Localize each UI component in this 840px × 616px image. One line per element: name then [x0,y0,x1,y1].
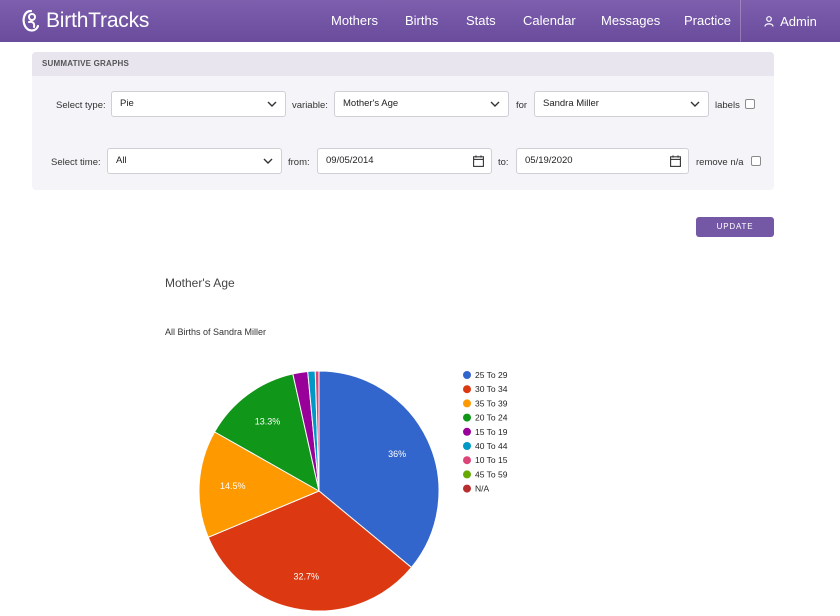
remove-na-label: remove n/a [696,157,744,168]
logo-icon [22,9,40,32]
nav-messages[interactable]: Messages [601,13,661,28]
variable-select-value: Mother's Age [343,98,399,109]
main-nav: Mothers Births Stats Calendar Messages P… [316,0,744,42]
legend-label[interactable]: 25 To 29 [475,370,508,380]
chevron-down-icon [267,101,277,107]
from-label: from: [288,157,310,168]
legend-label[interactable]: 10 To 15 [475,455,508,465]
remove-na-checkbox[interactable] [751,156,761,166]
calendar-icon[interactable] [473,155,484,167]
legend-label[interactable]: 40 To 44 [475,441,508,451]
legend-label[interactable]: 30 To 34 [475,384,508,394]
panel-header: SUMMATIVE GRAPHS [32,52,774,76]
nav-calendar[interactable]: Calendar [523,13,576,28]
legend-label[interactable]: 35 To 39 [475,398,508,408]
chart-title: Mother's Age [165,276,235,290]
legend-swatch [463,427,471,436]
app-logo[interactable]: BirthTracks [20,8,149,34]
logo-text: BirthTracks [46,9,150,32]
chevron-down-icon [263,158,273,164]
from-date-value: 09/05/2014 [326,155,374,166]
pie-slice-30-to-34[interactable] [207,490,413,612]
time-select[interactable]: All [107,148,282,174]
pie-slice-25-to-29[interactable] [318,370,440,569]
nav-mothers[interactable]: Mothers [331,13,378,28]
to-date-input[interactable]: 05/19/2020 [516,148,689,174]
admin-menu[interactable]: Admin [740,0,840,42]
chevron-down-icon [490,101,500,107]
legend-label[interactable]: N/A [475,484,490,494]
nav-stats[interactable]: Stats [466,13,496,28]
slice-data-label: 14.5% [220,481,246,491]
select-time-label: Select time: [51,157,101,168]
legend-swatch [463,399,471,408]
mother-select-value: Sandra Miller [543,98,599,109]
type-select[interactable]: Pie [111,91,286,117]
mother-select[interactable]: Sandra Miller [534,91,709,117]
legend-label[interactable]: 15 To 19 [475,427,508,437]
legend-swatch [463,385,471,394]
user-icon [764,15,774,27]
legend-swatch [463,442,471,450]
legend-swatch [463,413,471,422]
to-label: to: [498,157,509,168]
to-date-value: 05/19/2020 [525,155,573,166]
legend-swatch [463,484,471,493]
type-select-value: Pie [120,98,134,109]
labels-label: labels [715,100,740,111]
chevron-down-icon [690,101,700,107]
pie-slice-20-to-24[interactable] [213,373,320,492]
summative-graphs-panel: SUMMATIVE GRAPHS Select type: Pie variab… [32,52,774,190]
labels-checkbox[interactable] [745,99,755,109]
legend-label[interactable]: 45 To 59 [475,469,508,479]
select-type-label: Select type: [56,100,106,111]
slice-data-label: 36% [388,449,406,459]
slice-data-label: 32.7% [294,571,320,581]
nav-practice[interactable]: Practice [684,13,731,28]
variable-label: variable: [292,100,328,111]
chart-subtitle: All Births of Sandra Miller [165,327,267,337]
legend-swatch [463,371,471,379]
admin-label: Admin [780,13,817,29]
top-nav-bar: BirthTracks Mothers Births Stats Calenda… [0,0,840,42]
legend-label[interactable]: 20 To 24 [475,413,508,423]
calendar-icon[interactable] [670,155,681,167]
for-label: for [516,100,528,111]
from-date-input[interactable]: 09/05/2014 [317,148,492,174]
legend-swatch [463,456,471,465]
variable-select[interactable]: Mother's Age [334,91,509,117]
update-button[interactable]: UPDATE [696,217,774,237]
time-select-value: All [116,155,127,166]
pie-slice-10-to-15[interactable] [314,370,320,492]
nav-births[interactable]: Births [405,13,439,28]
pie-slice-35-to-39[interactable] [198,431,321,538]
legend-swatch [463,470,471,479]
slice-data-label: 13.3% [255,417,281,427]
